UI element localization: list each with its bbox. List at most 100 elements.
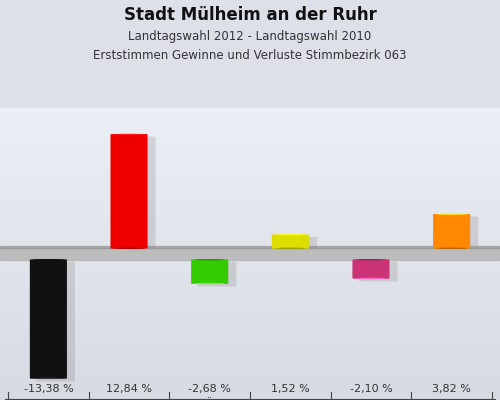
Bar <box>0 394 500 397</box>
Bar <box>0 181 500 184</box>
Text: CDU: CDU <box>36 399 60 400</box>
Ellipse shape <box>436 248 467 249</box>
Bar <box>0 108 500 111</box>
Bar <box>0 169 500 172</box>
Bar <box>0 187 500 190</box>
Bar <box>0 350 500 353</box>
Bar <box>0 128 500 131</box>
Text: DIE
LINKE: DIE LINKE <box>355 399 387 400</box>
FancyBboxPatch shape <box>440 216 478 251</box>
Bar <box>0 140 500 143</box>
Bar <box>0 231 500 234</box>
Bar <box>0 114 500 117</box>
Text: Landtagswahl 2012 - Landtagswahl 2010: Landtagswahl 2012 - Landtagswahl 2010 <box>128 30 372 43</box>
Bar <box>0 164 500 166</box>
Bar <box>0 368 500 371</box>
Text: GRÜNE: GRÜNE <box>190 399 230 400</box>
Bar <box>0 356 500 359</box>
Bar <box>0 260 500 263</box>
Bar <box>0 301 500 304</box>
FancyBboxPatch shape <box>110 134 148 249</box>
FancyBboxPatch shape <box>117 136 156 251</box>
Bar <box>0 198 500 202</box>
Text: FDP: FDP <box>280 399 301 400</box>
Bar <box>0 131 500 134</box>
Bar <box>0 333 500 336</box>
FancyBboxPatch shape <box>30 259 67 379</box>
Bar <box>0 304 500 306</box>
Bar <box>0 166 500 169</box>
Bar <box>0 184 500 187</box>
Bar <box>0 222 500 225</box>
Ellipse shape <box>33 378 64 379</box>
Bar <box>0 272 500 274</box>
FancyBboxPatch shape <box>36 262 75 382</box>
Bar <box>0 380 500 382</box>
Bar <box>0 330 500 333</box>
Bar <box>0 269 500 272</box>
Bar <box>0 397 500 400</box>
Ellipse shape <box>436 214 467 215</box>
Bar <box>0 234 500 236</box>
Bar <box>0 146 500 149</box>
Bar <box>0 257 500 260</box>
Bar <box>0 143 500 146</box>
Bar <box>0 207 500 210</box>
Text: 12,84 %: 12,84 % <box>106 384 152 394</box>
Bar <box>0 216 500 219</box>
Bar <box>0 160 500 164</box>
Text: 3,82 %: 3,82 % <box>432 384 471 394</box>
Bar <box>0 158 500 160</box>
Bar <box>0 228 500 231</box>
Ellipse shape <box>194 259 225 260</box>
Bar <box>0 382 500 386</box>
Bar <box>0 202 500 204</box>
Text: -2,10 %: -2,10 % <box>350 384 393 394</box>
Bar <box>0 348 500 350</box>
Bar <box>0 298 500 301</box>
Bar <box>0 236 500 239</box>
Bar <box>0 251 500 254</box>
Ellipse shape <box>356 278 386 279</box>
Bar <box>0 111 500 114</box>
Bar <box>0 155 500 158</box>
Bar <box>0 149 500 152</box>
Bar <box>0 122 500 126</box>
Bar <box>0 362 500 365</box>
Bar <box>0 306 500 310</box>
Bar <box>0 386 500 388</box>
Bar <box>0 172 500 175</box>
Bar <box>0 339 500 342</box>
Text: 1,52 %: 1,52 % <box>271 384 310 394</box>
Bar <box>0 315 500 318</box>
Bar <box>0 263 500 266</box>
Bar <box>0 321 500 324</box>
Ellipse shape <box>194 283 225 284</box>
Bar <box>0 342 500 344</box>
Bar <box>0 196 500 198</box>
Ellipse shape <box>356 259 386 260</box>
Bar <box>0 374 500 377</box>
Bar <box>0 371 500 374</box>
Text: -2,68 %: -2,68 % <box>188 384 231 394</box>
Bar <box>0 248 500 251</box>
Bar <box>0 286 500 289</box>
Bar <box>0 126 500 128</box>
FancyBboxPatch shape <box>278 237 317 251</box>
Bar <box>0 388 500 391</box>
Text: PIRATEN: PIRATEN <box>428 399 474 400</box>
Bar <box>0 117 500 120</box>
Text: SPD: SPD <box>118 399 140 400</box>
Bar <box>0 134 500 137</box>
Bar <box>0 365 500 368</box>
Bar <box>0 152 500 155</box>
FancyBboxPatch shape <box>191 259 228 284</box>
Bar <box>0 219 500 222</box>
Bar <box>0 210 500 213</box>
Bar <box>0 254 500 257</box>
Bar <box>0 312 500 315</box>
Bar <box>0 120 500 122</box>
Bar <box>0 266 500 269</box>
Bar <box>0 295 500 298</box>
Bar <box>0 280 500 283</box>
